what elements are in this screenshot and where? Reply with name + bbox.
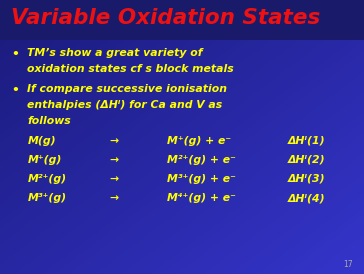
Text: M⁴⁺(g) + e⁻: M⁴⁺(g) + e⁻ (167, 193, 236, 203)
Text: →: → (109, 193, 118, 203)
Text: If compare successive ionisation: If compare successive ionisation (27, 84, 227, 93)
Text: →: → (109, 136, 118, 145)
Text: M³⁺(g) + e⁻: M³⁺(g) + e⁻ (167, 174, 236, 184)
Text: enthalpies (ΔHᴵ) for Ca and V as: enthalpies (ΔHᴵ) for Ca and V as (27, 100, 222, 110)
Text: M³⁺(g): M³⁺(g) (27, 193, 66, 203)
Text: TM’s show a great variety of: TM’s show a great variety of (27, 48, 203, 58)
Text: ΔHᴵ(3): ΔHᴵ(3) (288, 174, 325, 184)
Text: •: • (11, 48, 19, 61)
Text: M²⁺(g): M²⁺(g) (27, 174, 66, 184)
Text: M⁺(g) + e⁻: M⁺(g) + e⁻ (167, 136, 232, 145)
Text: •: • (11, 84, 19, 96)
Text: ΔHᴵ(4): ΔHᴵ(4) (288, 193, 325, 203)
Text: M²⁺(g) + e⁻: M²⁺(g) + e⁻ (167, 155, 236, 165)
Text: →: → (109, 155, 118, 165)
FancyBboxPatch shape (0, 0, 364, 40)
Text: ΔHᴵ(1): ΔHᴵ(1) (288, 136, 325, 145)
Text: follows: follows (27, 116, 71, 126)
Text: 17: 17 (344, 259, 353, 269)
Text: M⁺(g): M⁺(g) (27, 155, 62, 165)
Text: Variable Oxidation States: Variable Oxidation States (11, 8, 320, 28)
Text: →: → (109, 174, 118, 184)
Text: oxidation states cf s block metals: oxidation states cf s block metals (27, 64, 234, 74)
Text: M(g): M(g) (27, 136, 56, 145)
Text: ΔHᴵ(2): ΔHᴵ(2) (288, 155, 325, 165)
